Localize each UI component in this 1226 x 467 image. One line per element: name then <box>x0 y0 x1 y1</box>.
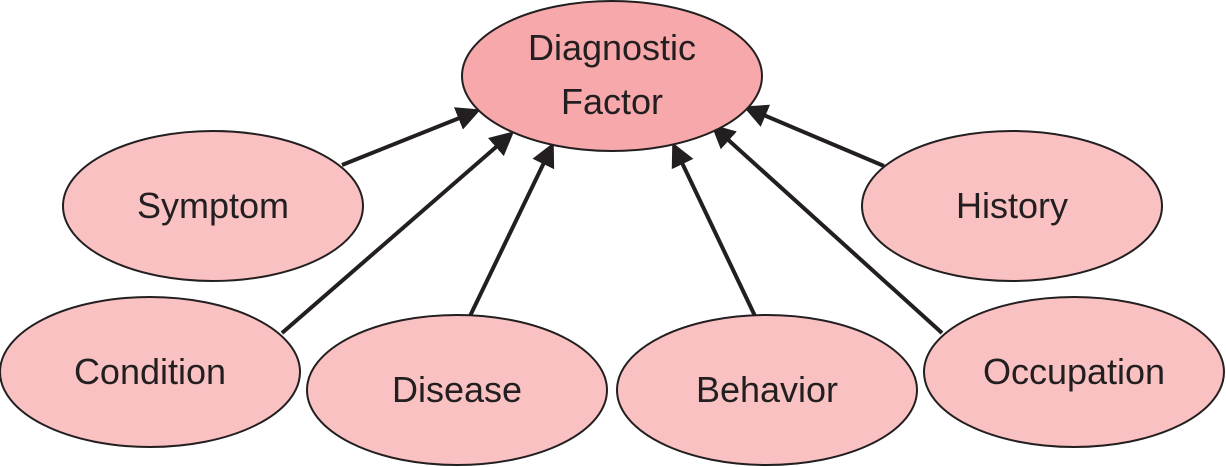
node-disease-ellipse <box>306 314 608 466</box>
node-behavior-label: Behavior <box>696 369 838 410</box>
edge-symptom-to-center <box>341 107 481 167</box>
node-disease: Disease <box>306 314 608 466</box>
edge-disease-to-center <box>468 142 555 317</box>
node-diagnostic-factor-label-line1: Diagnostic <box>528 27 696 68</box>
node-history-ellipse <box>861 130 1163 282</box>
node-diagnostic-factor-label-line2: Factor <box>561 81 663 122</box>
node-symptom-ellipse <box>62 130 364 282</box>
edge-occupation-to-center <box>711 124 944 335</box>
node-symptom-label: Symptom <box>137 185 289 226</box>
node-condition: Condition <box>0 296 301 448</box>
node-diagnostic-factor: Diagnostic Factor <box>461 0 763 152</box>
node-behavior-ellipse <box>616 314 918 466</box>
node-condition-ellipse <box>0 296 301 448</box>
node-occupation-ellipse <box>923 296 1225 448</box>
node-condition-label: Condition <box>74 351 226 392</box>
node-diagnostic-factor-ellipse <box>461 0 763 152</box>
node-history-label: History <box>956 185 1068 226</box>
node-behavior: Behavior <box>616 314 918 466</box>
node-occupation: Occupation <box>923 296 1225 448</box>
node-occupation-label: Occupation <box>983 351 1165 392</box>
edge-behavior-to-center <box>671 142 757 317</box>
edge-condition-to-center <box>280 131 515 335</box>
edge-history-to-center <box>743 104 885 168</box>
edges <box>280 104 944 335</box>
node-symptom: Symptom <box>62 130 364 282</box>
node-disease-label: Disease <box>392 369 522 410</box>
node-history: History <box>861 130 1163 282</box>
